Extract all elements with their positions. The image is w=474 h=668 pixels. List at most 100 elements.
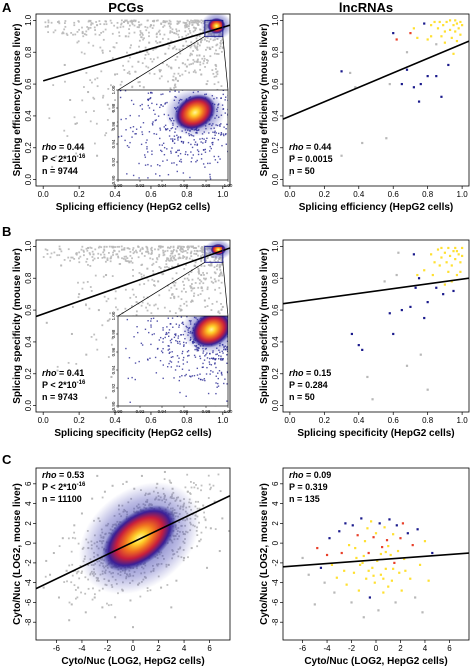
- inset-point: [175, 151, 178, 153]
- inset-point: [166, 333, 168, 335]
- density-cloud-point: [115, 253, 118, 256]
- inset-point: [183, 341, 185, 344]
- inset-point: [172, 140, 174, 143]
- density-cloud-point: [109, 19, 112, 22]
- density-cloud-point: [49, 256, 52, 259]
- data-point: [63, 63, 66, 66]
- density-cloud-point: [70, 581, 73, 584]
- inset-point: [146, 358, 149, 360]
- inset-point: [202, 379, 204, 381]
- data-point: [354, 546, 357, 550]
- data-point: [417, 100, 421, 103]
- y-tick-label: 1.0: [24, 14, 33, 26]
- density-cloud-point: [188, 273, 190, 276]
- density-cloud-point: [158, 77, 161, 80]
- inset-point: [239, 148, 240, 149]
- density-cloud-point: [210, 309, 213, 311]
- inset-point: [188, 304, 189, 305]
- density-cloud-point: [184, 63, 187, 66]
- density-cloud-point: [159, 246, 162, 249]
- density-cloud-point: [186, 473, 189, 476]
- inset-point: [198, 407, 199, 408]
- density-cloud-point: [90, 336, 93, 338]
- data-point: [338, 530, 341, 533]
- data-point: [371, 566, 374, 569]
- inset-point: [183, 302, 184, 303]
- density-cloud-point: [189, 46, 192, 49]
- density-cloud-point: [177, 295, 180, 298]
- inset-point: [245, 318, 246, 319]
- density-cloud-point: [193, 42, 196, 45]
- inset-point: [168, 329, 171, 331]
- density-cloud-point: [192, 247, 195, 249]
- inset-point: [171, 351, 173, 353]
- x-axis-title: Cyto/Nuc (LOG2, HepG2 cells): [61, 656, 204, 667]
- inset-point: [250, 65, 251, 66]
- density-cloud-point: [204, 253, 207, 256]
- density-cloud-point: [128, 28, 130, 31]
- density-cloud-point: [76, 571, 79, 573]
- inset-point: [159, 106, 161, 109]
- density-cloud-point: [190, 289, 193, 292]
- density-cloud-point: [127, 260, 130, 263]
- data-point: [438, 20, 441, 24]
- density-cloud-point: [174, 83, 177, 86]
- density-cloud-point: [173, 72, 176, 75]
- inset-point: [176, 134, 178, 137]
- density-cloud-point: [219, 273, 222, 275]
- density-cloud-point: [143, 57, 146, 60]
- inset-point: [111, 358, 112, 359]
- inset-point: [196, 311, 197, 312]
- density-cloud-point: [197, 269, 200, 272]
- inset-point: [296, 320, 297, 321]
- density-cloud-point: [117, 256, 120, 259]
- density-cloud-point: [213, 271, 216, 274]
- inset-point: [215, 353, 217, 356]
- density-cloud-point: [214, 288, 216, 291]
- density-cloud-point: [151, 250, 154, 252]
- inset-point: [189, 288, 190, 289]
- inset-point: [205, 314, 206, 315]
- data-point: [457, 27, 460, 30]
- stat-rho: rho = 0.09: [289, 470, 331, 480]
- density-cloud-point: [144, 53, 147, 56]
- density-cloud-point: [218, 266, 221, 269]
- density-cloud-point: [135, 249, 137, 252]
- density-cloud-point: [134, 70, 137, 73]
- density-cloud-point: [114, 290, 117, 293]
- density-cloud-point: [167, 257, 170, 260]
- density-cloud-point: [178, 307, 181, 310]
- density-cloud-point: [122, 25, 125, 28]
- data-point: [416, 273, 419, 277]
- density-cloud-point: [118, 31, 120, 34]
- data-point: [455, 273, 459, 277]
- data-point: [137, 60, 140, 63]
- inset-point: [249, 344, 250, 345]
- inset-point: [244, 110, 245, 111]
- inset-point: [168, 345, 170, 347]
- inset-point: [158, 313, 159, 314]
- density-cloud-point: [205, 526, 207, 529]
- inset-point: [143, 154, 146, 156]
- data-point: [440, 246, 443, 250]
- density-cloud-point: [203, 516, 206, 519]
- inset-point: [170, 366, 173, 368]
- density-cloud-point: [124, 288, 127, 291]
- data-point: [412, 86, 415, 89]
- stat-rho: rho = 0.41: [42, 368, 84, 378]
- density-cloud-point: [116, 253, 119, 256]
- inset-point: [277, 356, 278, 357]
- inset-point: [247, 116, 248, 117]
- panel-letter-b: B: [2, 224, 11, 239]
- density-cloud-point: [124, 307, 127, 310]
- density-cloud-point: [179, 257, 182, 260]
- inset-point: [197, 309, 198, 310]
- inset-point: [220, 132, 223, 134]
- density-cloud-point: [166, 265, 168, 268]
- data-point: [173, 32, 176, 35]
- density-cloud-point: [68, 564, 71, 567]
- data-point: [395, 38, 398, 41]
- density-cloud-point: [194, 46, 197, 49]
- inset-point: [227, 150, 228, 153]
- inset-point: [292, 357, 293, 358]
